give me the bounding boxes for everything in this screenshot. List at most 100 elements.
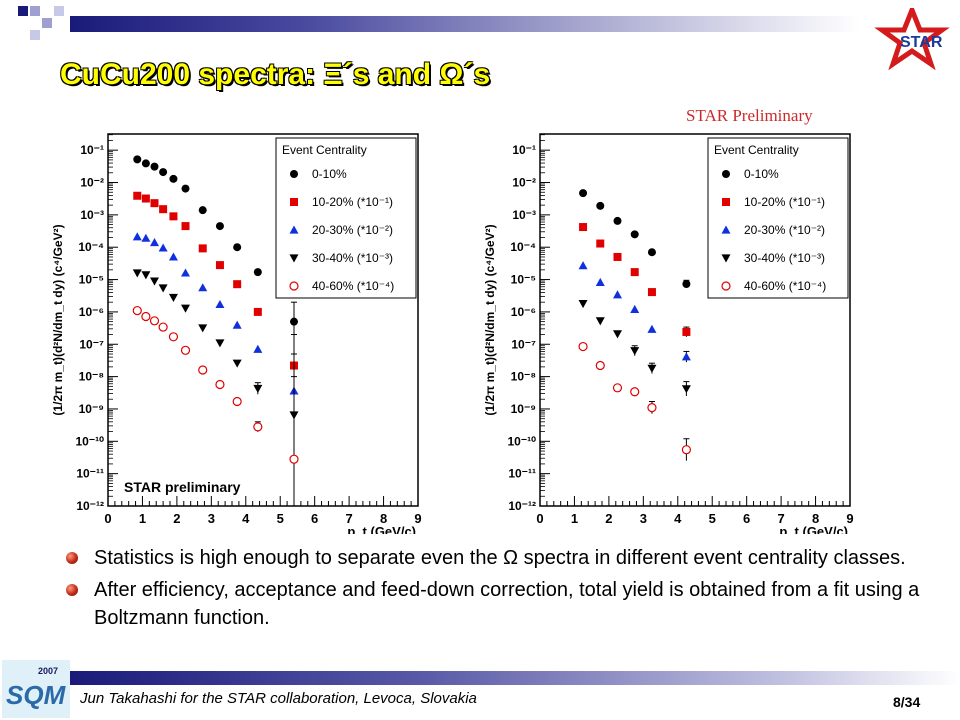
header-bar xyxy=(70,16,860,32)
data-point xyxy=(613,290,622,299)
y-tick-label: 10⁻³ xyxy=(512,208,536,222)
data-point xyxy=(595,360,605,371)
y-tick-label: 10⁻⁶ xyxy=(511,305,536,319)
data-point xyxy=(168,293,178,302)
data-point xyxy=(647,248,656,257)
slide-title: CuCu200 spectra: Ξ´s and Ω´s xyxy=(60,58,491,91)
corner-square xyxy=(54,6,64,16)
star-logo-text: STAR xyxy=(900,34,943,51)
data-point xyxy=(133,155,142,164)
data-point xyxy=(141,311,151,322)
data-point xyxy=(133,191,142,200)
legend-entry: 30-40% (*10⁻³) xyxy=(312,251,393,265)
legend-entry: 40-60% (*10⁻⁴) xyxy=(744,279,826,293)
y-tick-label: 10⁻³ xyxy=(80,208,104,222)
data-point xyxy=(647,403,657,413)
series-40-60-10- xyxy=(132,305,299,505)
x-tick-label: 4 xyxy=(674,511,682,526)
legend-marker xyxy=(722,198,730,206)
data-point xyxy=(150,199,159,208)
data-point xyxy=(253,268,262,277)
data-point xyxy=(681,352,691,361)
data-point xyxy=(198,365,208,375)
x-tick-label: 0 xyxy=(536,511,543,526)
data-point xyxy=(198,206,207,215)
data-point xyxy=(149,316,160,326)
y-tick-label: 10⁻⁹ xyxy=(511,402,536,416)
data-point xyxy=(647,324,657,333)
data-point xyxy=(595,317,605,326)
bullet-item: Statistics is high enough to separate ev… xyxy=(66,544,926,572)
data-point xyxy=(233,280,242,289)
data-point xyxy=(647,364,657,373)
data-point xyxy=(647,288,656,297)
data-point xyxy=(682,279,691,288)
y-tick-label: 10⁻² xyxy=(512,176,536,190)
x-tick-label: 6 xyxy=(743,511,750,526)
legend-marker xyxy=(289,281,299,291)
data-point xyxy=(168,332,179,342)
data-point xyxy=(132,232,142,241)
data-point xyxy=(158,243,168,252)
data-point xyxy=(215,261,224,270)
x-tick-label: 3 xyxy=(640,511,647,526)
x-axis-label: p_t (GeV/c) xyxy=(779,524,848,534)
data-point xyxy=(232,396,242,407)
data-point xyxy=(289,454,299,464)
data-point xyxy=(158,284,168,293)
data-point xyxy=(630,387,640,397)
star-logo: STAR xyxy=(874,8,950,71)
bullet-list: Statistics is high enough to separate ev… xyxy=(66,544,926,636)
data-point xyxy=(630,347,640,356)
legend-marker xyxy=(721,281,731,291)
sqm-logo: 2007 SQM xyxy=(2,660,70,718)
data-point xyxy=(630,268,639,277)
x-axis-label: p_t (GeV/c) xyxy=(347,524,416,534)
data-point xyxy=(169,212,178,221)
bullet-icon xyxy=(66,584,78,596)
legend-entry: 20-30% (*10⁻²) xyxy=(744,223,825,237)
sqm-logo-text: SQM xyxy=(6,680,67,710)
y-tick-label: 10⁻¹⁰ xyxy=(508,434,537,448)
data-point xyxy=(198,283,208,292)
data-point xyxy=(233,243,242,252)
x-tick-label: 1 xyxy=(139,511,146,526)
chart-annotation: STAR preliminary xyxy=(124,479,241,495)
data-point xyxy=(613,330,622,339)
star-preliminary-label: STAR Preliminary xyxy=(686,106,813,125)
x-tick-label: 8 xyxy=(380,511,387,526)
data-point xyxy=(181,184,190,193)
legend-entry: 0-10% xyxy=(744,167,779,181)
y-tick-label: 10⁻² xyxy=(80,176,104,190)
x-tick-label: 5 xyxy=(277,511,284,526)
y-tick-label: 10⁻⁴ xyxy=(78,240,104,254)
data-point xyxy=(159,168,168,177)
x-tick-label: 1 xyxy=(571,511,578,526)
series-0-10- xyxy=(133,155,298,342)
data-point xyxy=(578,341,588,352)
sqm-logo-year: 2007 xyxy=(38,666,58,676)
data-point xyxy=(215,299,225,309)
data-point xyxy=(159,205,168,214)
series-40-60-10- xyxy=(578,341,691,461)
y-tick-label: 10⁻¹ xyxy=(80,143,104,157)
x-tick-label: 5 xyxy=(709,511,716,526)
data-point xyxy=(253,384,263,393)
legend-entry: 20-30% (*10⁻²) xyxy=(312,223,393,237)
data-point xyxy=(198,324,208,333)
bullet-icon xyxy=(66,552,78,564)
data-point xyxy=(253,307,262,316)
data-point xyxy=(681,445,691,455)
data-point xyxy=(595,277,605,286)
legend-marker xyxy=(721,225,731,234)
x-tick-label: 6 xyxy=(311,511,318,526)
data-point xyxy=(290,317,298,326)
legend-entry: 10-20% (*10⁻¹) xyxy=(744,195,825,209)
legend-box xyxy=(707,137,849,299)
data-point xyxy=(181,222,190,231)
y-tick-label: 10⁻⁶ xyxy=(79,305,104,319)
bullet-text: After efficiency, acceptance and feed-do… xyxy=(94,579,920,629)
x-tick-label: 3 xyxy=(208,511,215,526)
x-tick-label: 2 xyxy=(605,511,612,526)
data-point xyxy=(215,379,225,390)
